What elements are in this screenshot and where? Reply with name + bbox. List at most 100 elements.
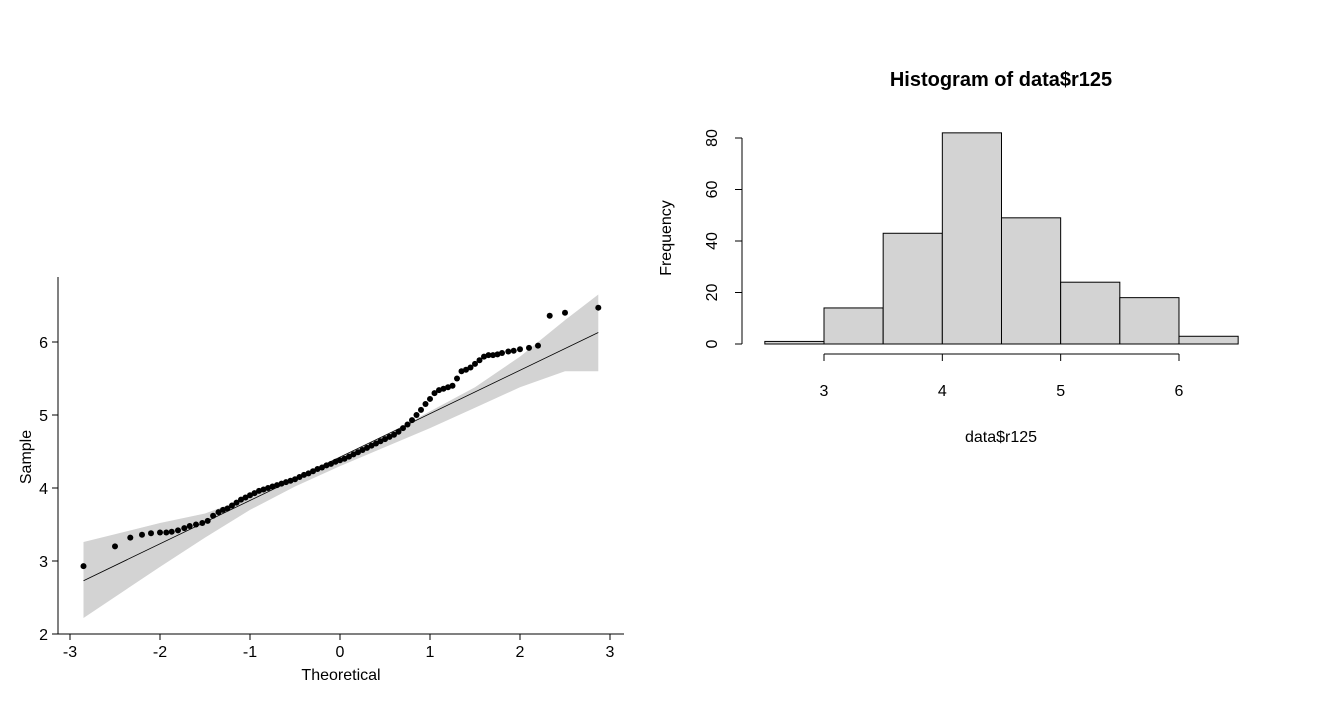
qq-reference-line [83,332,599,582]
qq-point [242,494,249,501]
qq-point [238,496,244,503]
qq-point [220,506,226,513]
histogram-y-tick-label: 40 [704,232,721,250]
qq-point [163,529,170,536]
histogram-title: Histogram of data$r125 [890,69,1112,91]
qq-plot-panel: -3 -2 -1 0 1 2 3 2 3 4 5 6 Theoretical Sample [18,277,624,684]
histogram-x-axis-title: data$r125 [965,429,1037,446]
qq-point [400,425,406,432]
qq-point [373,440,379,447]
qq-point [359,447,366,454]
qq-point [328,460,334,467]
qq-point [418,406,424,413]
qq-point [332,458,339,465]
histogram-panel: Histogram of data$r125 3 4 5 6 0 20 40 60 80 da… [658,69,1239,446]
qq-point [260,486,267,493]
histogram-x-tick-label: 6 [1175,383,1184,400]
qq-point [458,368,465,375]
qq-x-tick-label: 3 [606,644,615,661]
qq-point [377,438,384,445]
qq-point [510,347,517,354]
qq-point [499,349,505,356]
qq-point [409,417,415,424]
qq-point [301,471,307,478]
qq-point [175,527,181,534]
qq-point [251,490,258,497]
qq-point [526,344,532,351]
qq-y-ticks: 2 3 4 5 6 [39,335,58,644]
histogram-bar [1000,217,1062,345]
histogram-y-axis-title: Frequency [658,200,675,276]
qq-point [368,442,375,449]
qq-point [80,563,87,570]
qq-point [292,476,298,483]
histogram-bar [1060,281,1121,345]
qq-point [193,521,199,528]
qq-point [445,384,451,391]
qq-point [350,451,357,458]
qq-point [168,528,175,535]
qq-point [256,487,262,494]
qq-x-tick-label: 0 [336,644,345,661]
histogram-x-ticks: 3 4 5 6 [820,354,1184,400]
qq-y-tick-label: 2 [39,627,48,644]
qq-point [404,421,411,428]
histogram-bars [764,132,1239,345]
qq-point [517,346,523,353]
qq-point [467,364,474,371]
qq-point [449,382,456,389]
qq-y-tick-label: 5 [39,408,48,425]
histogram-x-tick-label: 3 [820,383,829,400]
qq-x-tick-label: -1 [243,644,257,661]
qq-point [454,375,460,382]
qq-point [323,462,330,469]
qq-point [199,520,206,527]
histogram-bar [1178,335,1239,345]
qq-point [505,348,512,355]
qq-point [127,534,134,541]
qq-point [305,470,312,477]
qq-point [485,352,492,359]
qq-point [224,505,231,512]
qq-point [440,385,447,392]
qq-point [210,512,217,519]
qq-x-axis-title: Theoretical [301,667,380,684]
qq-point [337,457,343,464]
qq-point [296,474,303,481]
qq-point [157,529,163,536]
qq-point [247,492,253,499]
qq-point [148,530,154,537]
qq-point [346,453,352,460]
qq-point [546,312,553,319]
qq-point [215,509,222,516]
histogram-y-tick-label: 20 [704,284,721,302]
qq-point [355,449,361,456]
qq-point [436,387,442,394]
qq-point [274,482,280,489]
histogram-y-tick-label: 80 [704,129,721,147]
qq-point [494,351,501,358]
qq-y-tick-label: 3 [39,554,48,571]
qq-point [431,390,438,397]
qq-point [278,480,285,487]
qq-point [287,477,294,484]
qq-point [413,412,420,418]
qq-point [427,395,433,402]
qq-y-tick-label: 6 [39,335,48,352]
qq-point [463,366,469,373]
qq-point [112,543,118,550]
qq-point [395,428,402,435]
qq-point [319,464,325,471]
qq-point [472,360,478,367]
qq-point [310,468,316,475]
qq-point [391,431,397,438]
qq-y-axis-title: Sample [18,430,35,484]
histogram-y-tick-label: 0 [704,339,721,348]
qq-point [595,304,602,311]
qq-point [269,483,276,490]
qq-point [181,525,188,532]
qq-point [265,485,271,491]
qq-point [283,479,289,486]
qq-x-tick-label: 2 [516,644,525,661]
qq-point [186,522,193,529]
